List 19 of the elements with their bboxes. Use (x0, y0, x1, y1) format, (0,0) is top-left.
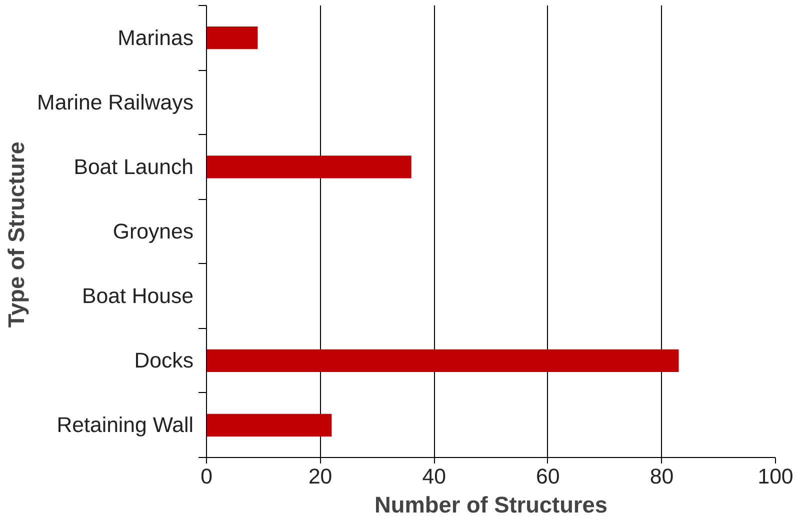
x-tick-label: 80 (650, 464, 674, 488)
x-axis-title: Number of Structures (374, 492, 608, 518)
x-tick-label: 40 (422, 464, 446, 488)
x-tick-label: 20 (308, 464, 332, 488)
bar (206, 156, 412, 178)
y-tick-label: Retaining Wall (56, 413, 194, 438)
bar (206, 349, 679, 372)
x-tick-label: 0 (200, 464, 213, 488)
x-tick-label: 60 (536, 464, 560, 488)
y-axis-title: Type of Structure (3, 142, 30, 328)
y-tick-label: Groynes (112, 220, 194, 244)
y-tick-label: Marinas (118, 26, 194, 50)
y-tick-label: Boat House (82, 284, 194, 308)
y-tick-label: Marine Railways (37, 90, 194, 114)
x-tick-label: 100 (758, 464, 794, 488)
bar (206, 26, 258, 50)
y-tick-label: Docks (134, 348, 194, 373)
bar (206, 414, 332, 437)
y-tick-label: Boat Launch (74, 154, 194, 179)
